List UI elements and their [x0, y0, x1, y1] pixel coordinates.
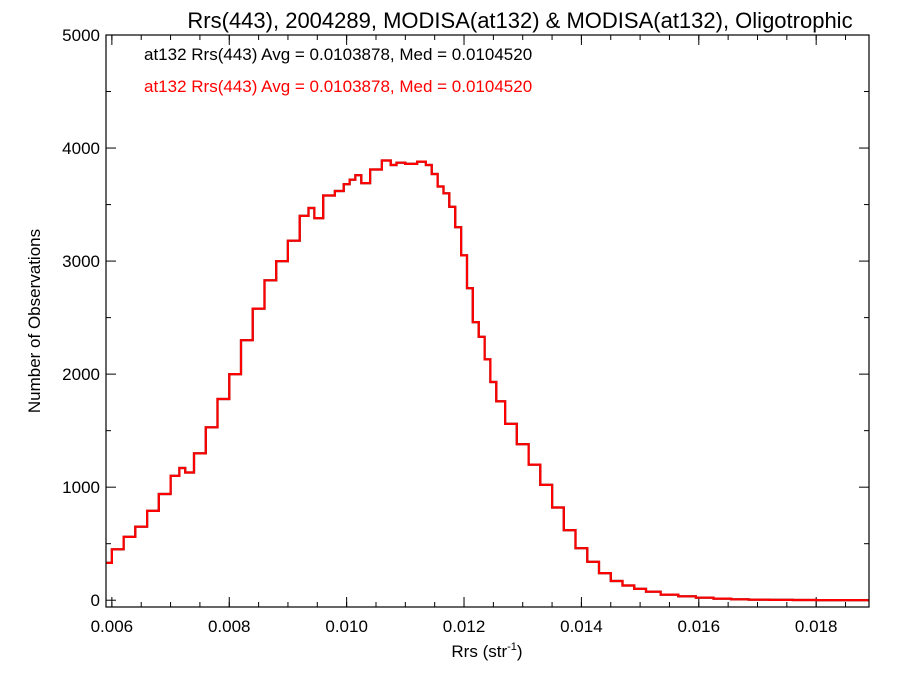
x-axis-title-base: Rrs (str [451, 642, 507, 661]
y-tick-label: 4000 [62, 139, 100, 158]
annotation-black: at132 Rrs(443) Avg = 0.0103878, Med = 0.… [144, 45, 532, 64]
x-tick-label: 0.018 [795, 617, 838, 636]
x-tick-label: 0.016 [678, 617, 721, 636]
x-tick-label: 0.008 [208, 617, 251, 636]
series-line-red [106, 159, 869, 602]
series-line-black [106, 159, 869, 602]
x-tick-label: 0.010 [325, 617, 368, 636]
y-tick-label: 3000 [62, 252, 100, 271]
y-axis: 0 1000 2000 3000 4000 5000 [62, 26, 869, 610]
y-tick-label: 2000 [62, 365, 100, 384]
x-axis-title-superscript: -1 [507, 641, 517, 653]
y-tick-label: 0 [91, 591, 100, 610]
x-axis-title: Rrs (str-1) [451, 641, 522, 661]
y-axis-title: Number of Observations [25, 229, 44, 413]
y-tick-label: 1000 [62, 478, 100, 497]
annotation-red: at132 Rrs(443) Avg = 0.0103878, Med = 0.… [144, 77, 532, 96]
x-axis-title-end: ) [517, 642, 523, 661]
x-tick-label: 0.012 [443, 617, 486, 636]
annotations: at132 Rrs(443) Avg = 0.0103878, Med = 0.… [144, 45, 532, 96]
x-tick-label: 0.006 [91, 617, 134, 636]
y-tick-label: 5000 [62, 26, 100, 45]
x-tick-label: 0.014 [560, 617, 603, 636]
x-axis: 0.006 0.008 0.010 0.012 0.014 0.016 0.018 [91, 35, 847, 636]
plot-frame [105, 34, 870, 608]
series-layer [106, 159, 869, 602]
chart-title: Rrs(443), 2004289, MODISA(at132) & MODIS… [187, 8, 852, 33]
